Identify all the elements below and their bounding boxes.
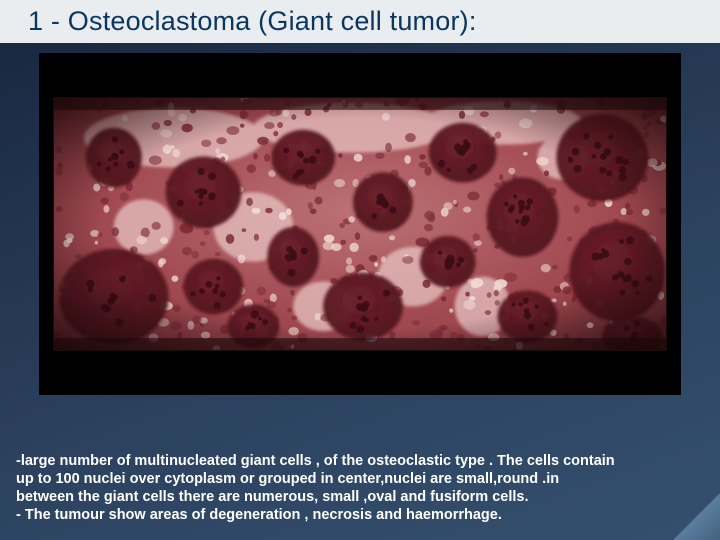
slide-description: -large number of multinucleated giant ce…	[16, 452, 704, 525]
histology-image	[53, 97, 667, 351]
desc-line-2: up to 100 nuclei over cytoplasm or group…	[16, 470, 704, 488]
desc-line-1: -large number of multinucleated giant ce…	[16, 452, 704, 470]
desc-line-3: between the giant cells there are numero…	[16, 488, 704, 506]
desc-line-4: - The tumour show areas of degeneration …	[16, 506, 704, 524]
presentation-slide: 1 - Osteoclastoma (Giant cell tumor): -l…	[0, 0, 720, 540]
image-frame	[39, 53, 681, 395]
corner-accent-icon	[674, 494, 720, 540]
slide-title: 1 - Osteoclastoma (Giant cell tumor):	[28, 6, 702, 37]
histology-svg	[54, 98, 666, 350]
title-bar: 1 - Osteoclastoma (Giant cell tumor):	[0, 0, 720, 43]
